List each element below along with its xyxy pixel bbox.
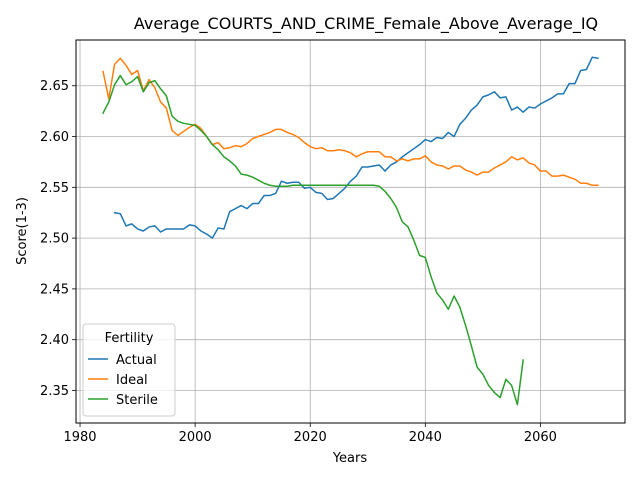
series-lines — [102, 56, 599, 406]
grid-lines — [76, 40, 625, 423]
legend-label-sterile: Sterile — [116, 393, 158, 408]
legend-frame — [82, 323, 176, 417]
y-tick-label: 2.65 — [40, 79, 69, 94]
y-tick-label: 2.60 — [40, 130, 69, 145]
x-tick-label: 2000 — [179, 430, 212, 445]
series-line-actual — [113, 56, 599, 239]
y-tick-label: 2.50 — [40, 232, 69, 247]
plot-area-frame — [75, 39, 626, 424]
chart-title: Average_COURTS_AND_CRIME_Female_Above_Av… — [134, 14, 598, 34]
x-tick-label: 2060 — [524, 430, 557, 445]
legend-items: Actual Ideal Sterile — [88, 353, 158, 408]
x-axis-ticks: 1980 2000 2020 2040 2060 — [63, 423, 557, 445]
y-tick-label: 2.35 — [40, 384, 69, 399]
legend-label-ideal: Ideal — [116, 373, 148, 388]
x-tick-label: 2020 — [294, 430, 327, 445]
y-tick-label: 2.45 — [40, 282, 69, 297]
x-tick-label: 1980 — [63, 430, 96, 445]
series-line-ideal — [102, 57, 599, 187]
x-tick-label: 2040 — [409, 430, 442, 445]
y-axis-title: Score(1-3) — [15, 197, 30, 265]
legend-title: Fertility — [105, 331, 154, 346]
legend-label-actual: Actual — [116, 353, 157, 368]
series-line-sterile — [102, 74, 524, 406]
y-tick-label: 2.55 — [40, 181, 69, 196]
y-tick-label: 2.40 — [40, 333, 69, 348]
legend: Fertility Actual Ideal Sterile — [82, 323, 176, 417]
x-axis-title: Years — [332, 451, 368, 466]
y-axis-ticks: 2.35 2.40 2.45 2.50 2.55 2.60 2.65 — [40, 79, 76, 399]
